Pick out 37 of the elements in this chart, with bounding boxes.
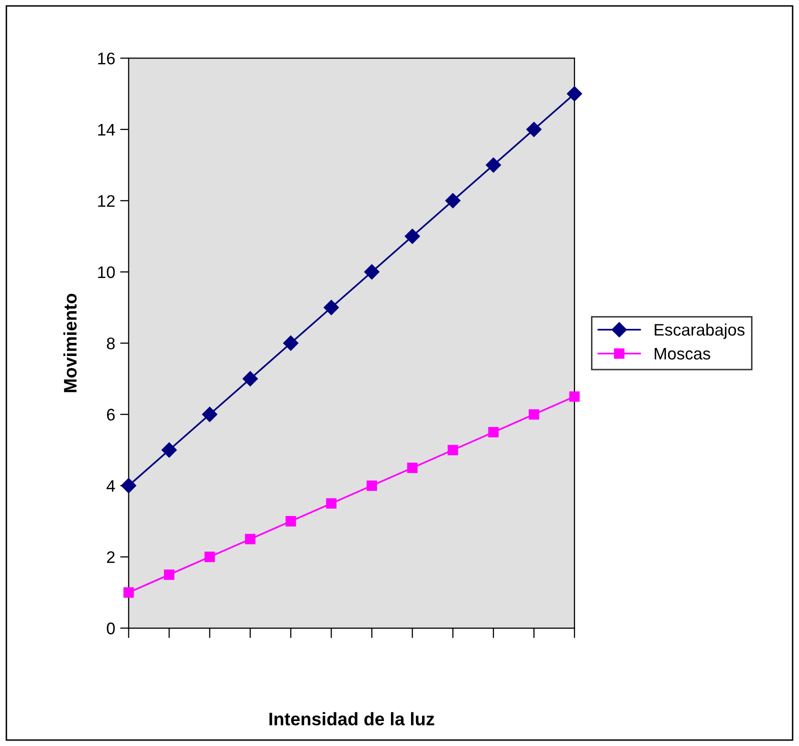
y-tick-label: 10 bbox=[98, 266, 115, 278]
point bbox=[566, 86, 582, 102]
point bbox=[242, 371, 258, 386]
legend-label: Escarabajos bbox=[654, 323, 745, 339]
point bbox=[445, 193, 460, 208]
point bbox=[528, 409, 540, 420]
point bbox=[569, 391, 580, 402]
y-axis-title: Movimiento bbox=[63, 294, 77, 392]
y-tick-label: 4 bbox=[106, 480, 115, 492]
point bbox=[366, 480, 378, 491]
point bbox=[121, 478, 136, 494]
point bbox=[204, 552, 215, 562]
point bbox=[526, 122, 542, 137]
point bbox=[486, 157, 501, 173]
point bbox=[283, 336, 298, 351]
point bbox=[404, 228, 420, 244]
legend-label: Moscas bbox=[654, 348, 710, 360]
y-tick-label: 16 bbox=[98, 52, 115, 64]
point bbox=[123, 587, 134, 598]
point bbox=[488, 427, 499, 438]
x-axis-title: Intensidad de la luz bbox=[270, 712, 434, 726]
y-tick-label: 14 bbox=[98, 124, 115, 136]
y-tick-label: 6 bbox=[107, 408, 115, 421]
point bbox=[324, 300, 339, 316]
point bbox=[448, 444, 458, 456]
y-tick-label: 8 bbox=[106, 338, 115, 350]
point bbox=[202, 406, 218, 422]
y-tick-label: 0 bbox=[106, 622, 115, 634]
point bbox=[245, 534, 256, 544]
point bbox=[407, 462, 418, 474]
point bbox=[164, 569, 174, 580]
point bbox=[326, 498, 337, 509]
point bbox=[162, 442, 177, 458]
y-tick-label: 2 bbox=[107, 551, 115, 563]
point bbox=[364, 264, 380, 280]
point bbox=[286, 516, 296, 526]
y-tick-label: 12 bbox=[98, 195, 115, 207]
